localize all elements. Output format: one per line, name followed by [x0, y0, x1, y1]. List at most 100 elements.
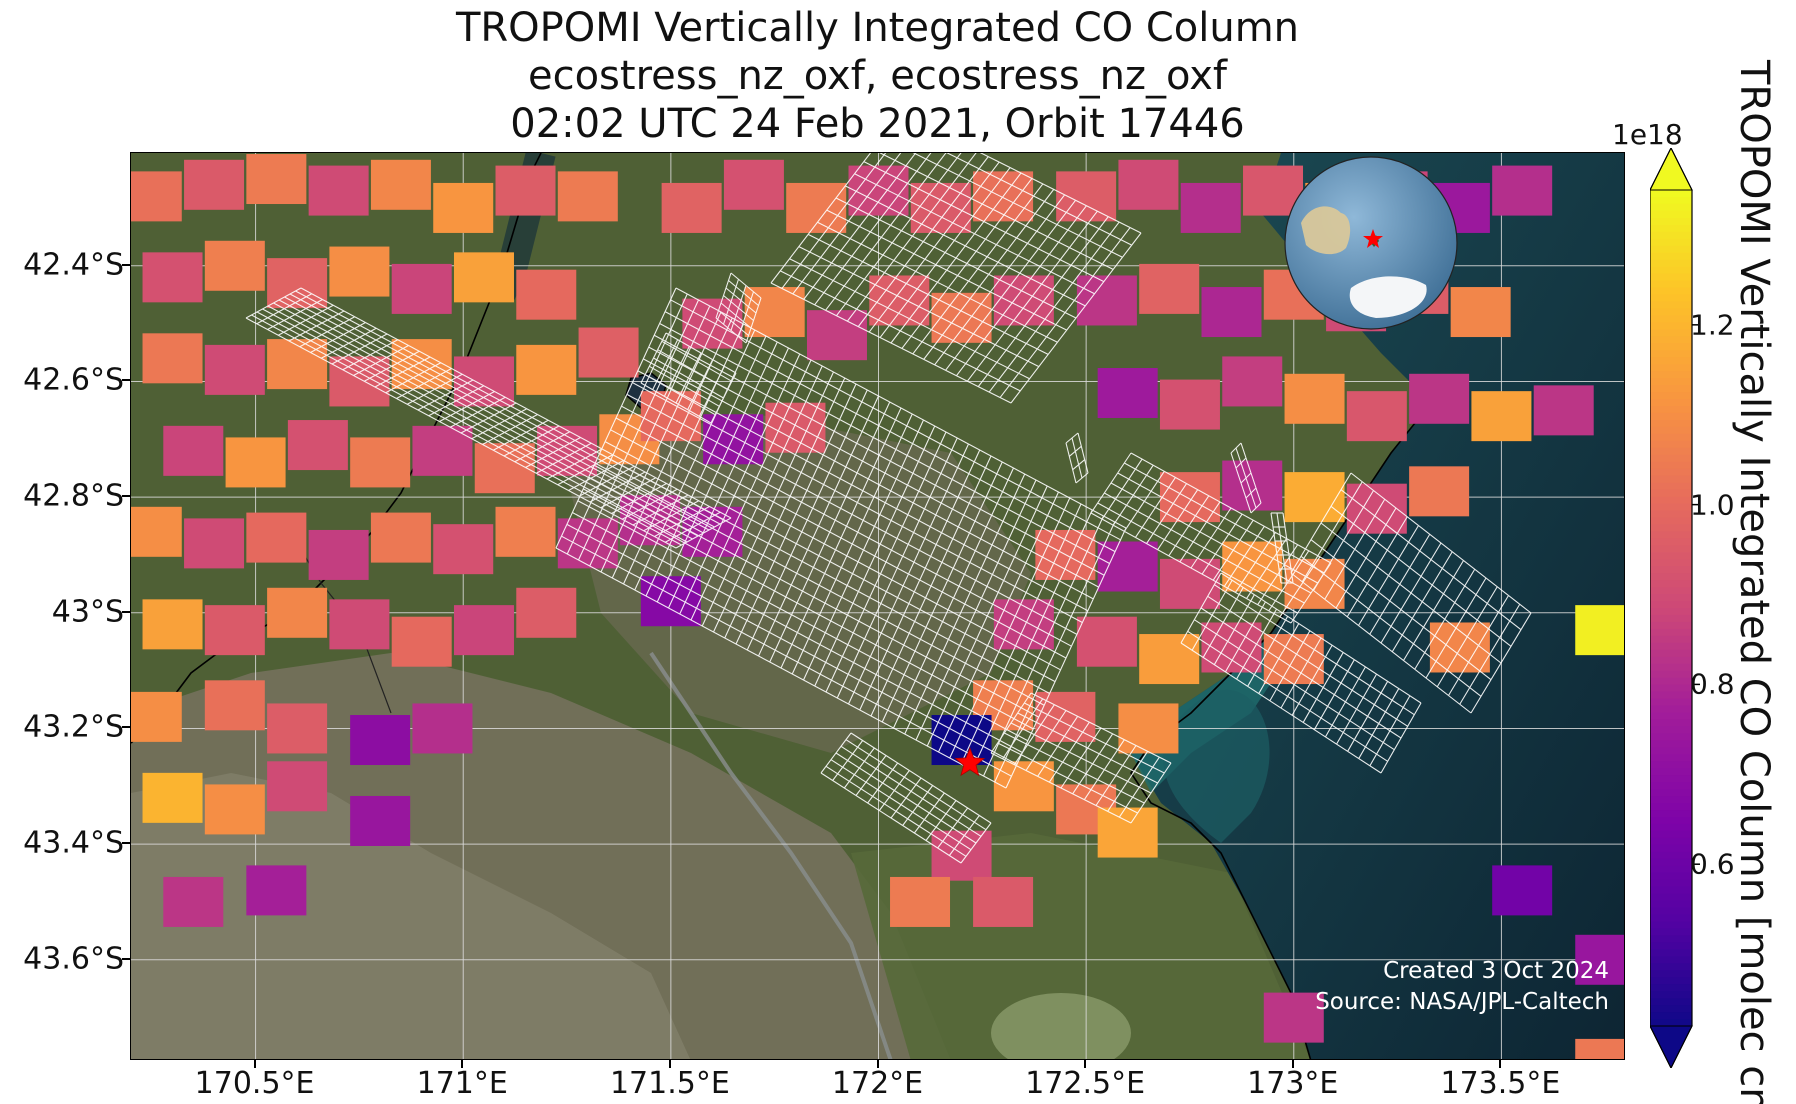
footprint-line	[363, 350, 420, 382]
footprint-line	[925, 800, 957, 841]
footprint-line	[1072, 733, 1114, 795]
footprint-line	[1290, 472, 1352, 574]
co-pixel	[640, 391, 701, 442]
colorbar-segment	[1650, 830, 1692, 839]
colorbar-segment	[1650, 754, 1692, 763]
colorbar-segment	[1650, 392, 1692, 400]
colorbar-segment	[1650, 531, 1692, 540]
footprint-line	[1403, 560, 1464, 661]
colorbar-segment	[1650, 322, 1692, 331]
footprint-line	[960, 822, 992, 864]
footprint-line	[977, 216, 1109, 387]
footprint-line	[1347, 681, 1389, 752]
colorbar-segment	[1650, 447, 1692, 456]
colorbar-segment	[1650, 712, 1692, 721]
footprint-line	[737, 291, 755, 337]
co-pixel	[516, 269, 577, 320]
footprint-line	[299, 316, 356, 348]
footprint-line	[1268, 550, 1310, 612]
colorbar-segment	[1650, 628, 1692, 637]
co-pixel	[142, 333, 203, 384]
co-pixel	[131, 171, 182, 222]
co-pixel	[370, 159, 431, 210]
footprint-line	[396, 368, 452, 399]
colorbar-segment	[1650, 266, 1692, 275]
footprint-line	[687, 359, 714, 410]
footprint-line	[780, 407, 902, 669]
footprint-line	[471, 408, 528, 440]
co-pixel	[131, 691, 182, 742]
footprint-line	[1157, 489, 1199, 550]
footprint-line	[803, 419, 924, 681]
co-pixel	[350, 437, 411, 488]
footprint-line	[960, 503, 1082, 765]
colorbar-segment	[1650, 461, 1692, 470]
footprint-line	[320, 327, 377, 359]
colorbar-segment	[1650, 670, 1692, 679]
footprint-line	[288, 310, 345, 342]
footprint-line	[535, 442, 592, 474]
co-pixel	[1222, 356, 1283, 407]
co-pixel	[786, 182, 847, 233]
colorbar-segment	[1650, 468, 1692, 477]
co-pixel	[1263, 992, 1324, 1043]
footprint-line	[966, 210, 1098, 382]
colorbar-segment	[1650, 496, 1692, 505]
footprint-line	[1246, 538, 1288, 599]
lon-tick-label: 172°E	[831, 1066, 924, 1101]
colorbar-segment	[1650, 677, 1692, 686]
co-pixel	[931, 830, 992, 881]
lat-tick-label: 42.8°S	[23, 478, 124, 514]
colorbar-segment	[1650, 252, 1692, 261]
footprint-line	[758, 395, 879, 657]
colorbar-segment	[1650, 796, 1692, 804]
co-pixel	[1097, 807, 1158, 858]
co-pixel	[350, 715, 411, 766]
footprint-line	[1282, 512, 1294, 584]
footprint-line	[1380, 542, 1442, 644]
footprint-line	[1425, 577, 1487, 679]
footprint-line	[971, 509, 1093, 771]
co-pixel	[453, 605, 514, 656]
co-pixel	[1097, 541, 1158, 592]
lat-tick-label: 42.6°S	[23, 362, 124, 398]
colorbar-segment	[1650, 371, 1692, 379]
footprint-line	[713, 371, 834, 633]
footprint-line	[1134, 477, 1176, 538]
map-panel[interactable]: Created 3 Oct 2024 Source: NASA/JPL-Calt…	[130, 152, 1625, 1060]
co-pixel	[1471, 391, 1532, 442]
colorbar-segment	[1650, 433, 1692, 442]
site-marker-layer	[954, 747, 986, 777]
colorbar-segment	[1650, 350, 1692, 358]
colorbar-segment	[1650, 503, 1692, 512]
credit-created: Created 3 Oct 2024	[1383, 958, 1609, 984]
colorbar-tick-label: 1.2	[1690, 308, 1735, 342]
colorbar-segment	[1650, 775, 1692, 783]
inset-globe	[1284, 156, 1458, 330]
footprint-line	[792, 153, 902, 295]
footprint-line	[890, 172, 1022, 344]
footprint-line	[948, 815, 980, 856]
footprint-line	[983, 515, 1104, 777]
lon-tick-mark	[461, 1060, 464, 1068]
co-pixel	[391, 263, 452, 314]
colorbar-segment	[1650, 454, 1692, 463]
footprint-line	[1270, 512, 1282, 584]
colorbar-segment	[1650, 399, 1692, 407]
colorbar-segment	[1650, 998, 1692, 1006]
lon-tick-label: 172.5°E	[1025, 1066, 1146, 1101]
footprint-line	[843, 747, 875, 789]
footprint-line	[1470, 612, 1532, 714]
footprint-line	[836, 437, 958, 699]
co-pixel	[1409, 373, 1470, 424]
colorbar-segment	[1650, 545, 1692, 554]
lat-tick-label: 42.4°S	[23, 247, 124, 283]
colorbar-segment	[1650, 587, 1692, 595]
footprint-line	[1168, 495, 1210, 557]
footprint-line	[945, 199, 1076, 371]
footprint-line	[1247, 616, 1289, 687]
footprint-line	[1258, 623, 1300, 694]
colorbar-segment	[1650, 635, 1692, 644]
co-pixel	[516, 344, 577, 395]
footprint-line	[701, 365, 823, 627]
